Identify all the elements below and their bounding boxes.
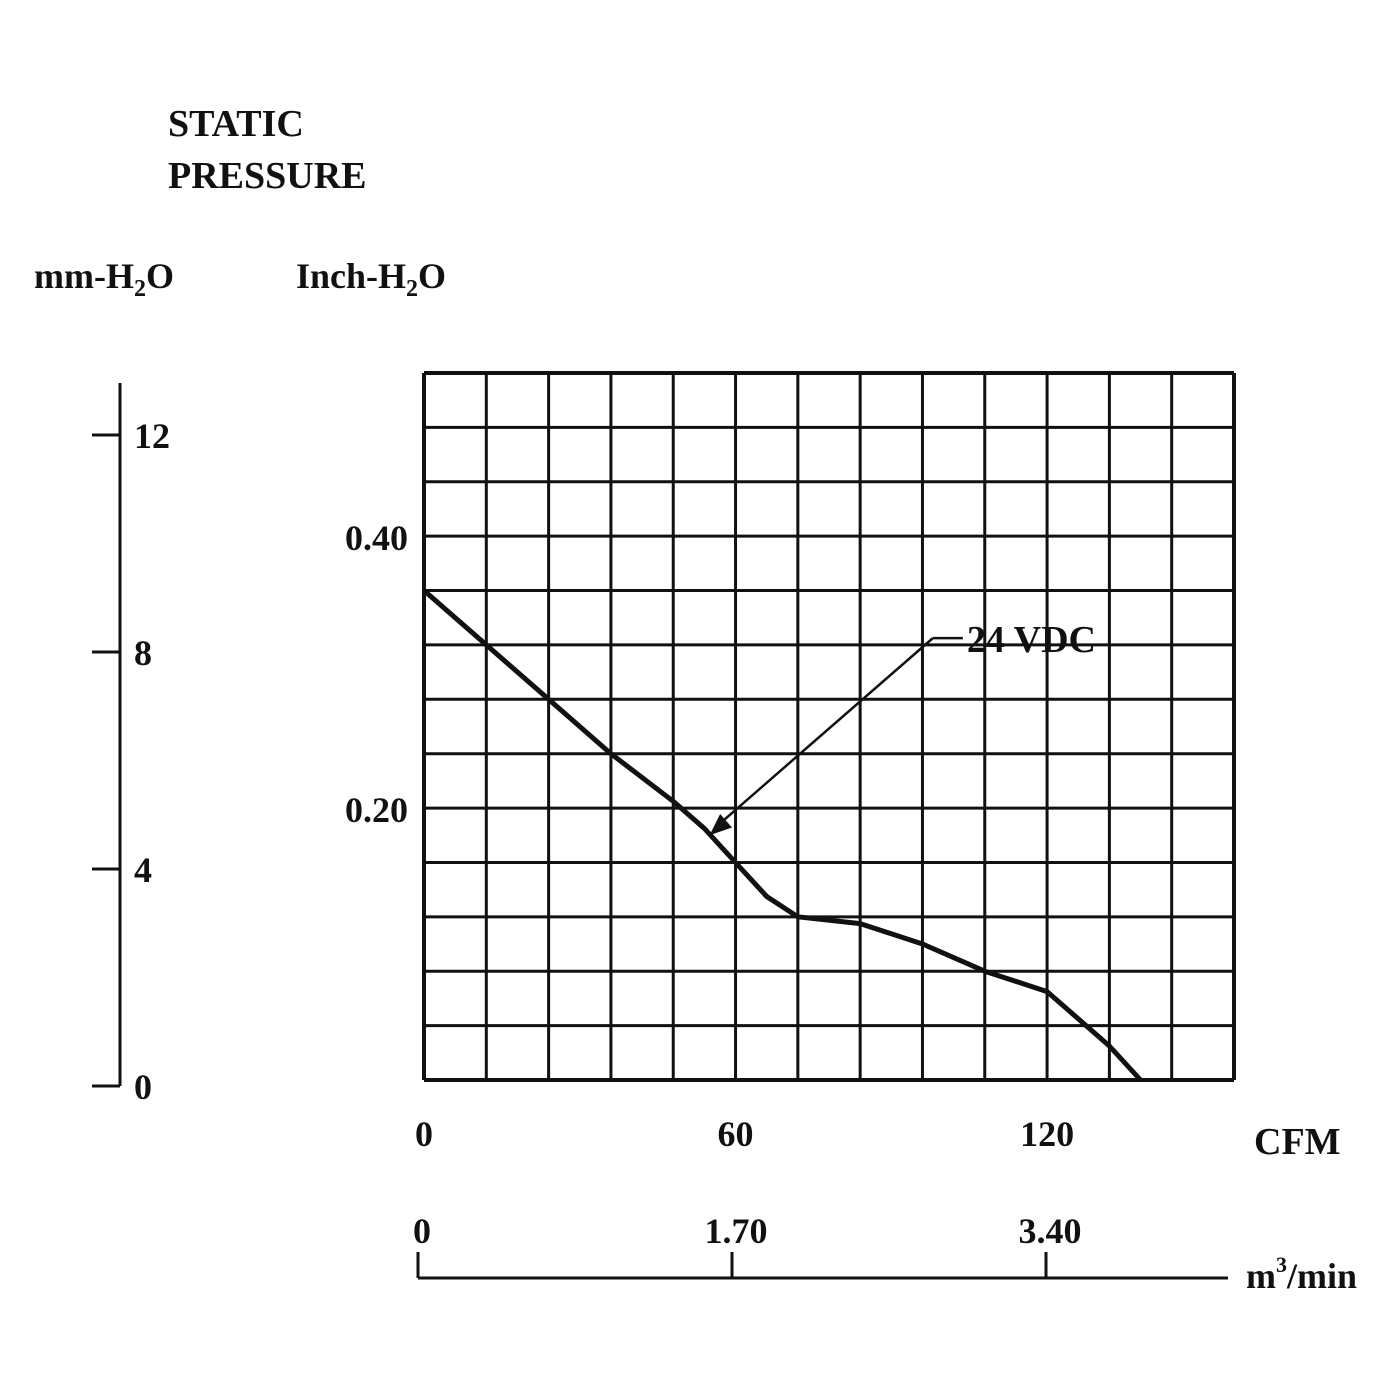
annotation-label: 24 VDC [967, 619, 1096, 661]
annotation-leader-line [714, 637, 934, 829]
chart-title-line1: STATIC [168, 103, 304, 145]
series-line-24vdc [422, 588, 1143, 1082]
inch-tick-label: 0.40 [345, 518, 408, 558]
m3-min-unit-label: m3/min [1246, 1252, 1357, 1296]
cfm-tick-label: 120 [1020, 1114, 1074, 1154]
inch-h2o-ticks: 0.20 0.40 [345, 518, 408, 830]
chart-title-line2: PRESSURE [168, 155, 367, 197]
series-group [422, 588, 1143, 1082]
mm-h2o-axis: 0 4 8 12 [92, 383, 170, 1107]
annotation-24vdc: 24 VDC [709, 619, 1096, 836]
m3-min-axis: 0 1.70 3.40 [413, 1211, 1228, 1280]
chart-grid [422, 371, 1236, 1082]
m3-tick-label: 0 [413, 1211, 431, 1251]
cfm-ticks: 0 60 120 [415, 1114, 1074, 1154]
mm-tick-label: 4 [134, 850, 152, 890]
cfm-tick-label: 60 [718, 1114, 754, 1154]
m3-tick-label: 3.40 [1019, 1211, 1082, 1251]
inch-h2o-unit-label: Inch-H2O [296, 256, 446, 302]
mm-tick-label: 0 [134, 1067, 152, 1107]
inch-tick-label: 0.20 [345, 790, 408, 830]
cfm-tick-label: 0 [415, 1114, 433, 1154]
mm-h2o-unit-label: mm-H2O [34, 256, 174, 302]
annotation-arrowhead [709, 813, 733, 836]
mm-tick-label: 8 [134, 633, 152, 673]
cfm-unit-label: CFM [1254, 1121, 1341, 1163]
m3-tick-label: 1.70 [705, 1211, 768, 1251]
mm-tick-label: 12 [134, 416, 170, 456]
